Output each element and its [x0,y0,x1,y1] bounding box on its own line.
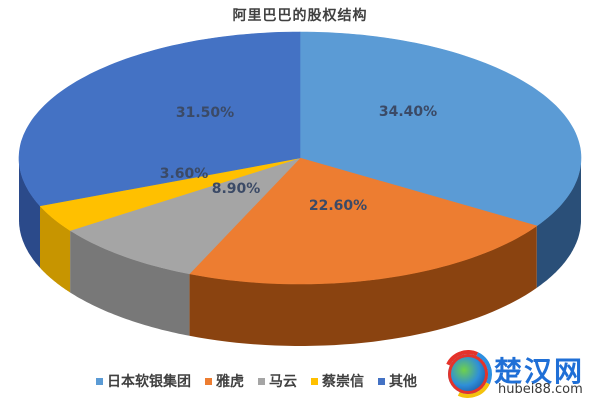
legend-item-other: 其他 [378,371,417,391]
legend-item-jack-ma: 马云 [258,371,297,391]
chart-title: 阿里巴巴的股权结构 [232,8,368,24]
data-label-softbank: 34.40% [379,104,437,120]
watermark-title: 楚汉网 [494,355,585,388]
watermark: 楚汉网 hubei88.com [437,343,600,405]
data-label-jack-ma: 8.90% [212,181,261,197]
pie-labels: 34.40% 22.60% 8.90%3.60% 31.50% [160,104,437,214]
legend-label: 雅虎 [216,374,244,390]
legend-label: 马云 [269,374,297,390]
legend-item-softbank: 日本软银集团 [96,371,191,391]
globe-logo-icon [448,354,488,394]
legend-swatch-icon [378,377,385,385]
legend-label: 蔡崇信 [322,374,364,390]
pie-slice-joseph-tsai [39,157,301,231]
legend-swatch-icon [311,377,318,385]
legend-item-yahoo: 雅虎 [205,371,244,391]
legend-swatch-icon [96,377,103,385]
legend-item-joseph-tsai: 蔡崇信 [311,371,364,391]
legend-swatch-icon [258,377,265,385]
data-label-joseph-tsai: 3.60% [160,166,209,182]
pie-slice-jack-ma [69,157,301,275]
pie-tops [18,31,582,285]
legend-swatch-icon [205,377,212,385]
pie-side-joseph-tsai [40,205,71,293]
watermark-url: hubei88.com [498,382,583,397]
pie-side-jack-ma [70,230,190,336]
data-label-yahoo: 22.60% [309,198,367,214]
pie-slice-softbank [299,31,582,227]
pie-sides [19,158,581,346]
pie-side-yahoo [189,225,537,346]
pie-slice-yahoo [188,157,538,285]
pie-slice-other [18,31,301,207]
pie-side-other [19,158,40,268]
pie-side-softbank [536,158,581,288]
data-label-other: 31.50% [176,105,234,121]
legend-label: 日本软银集团 [107,374,191,390]
chart-legend: 日本软银集团 雅虎 马云 蔡崇信 其他 [96,371,417,391]
legend-label: 其他 [389,374,417,390]
